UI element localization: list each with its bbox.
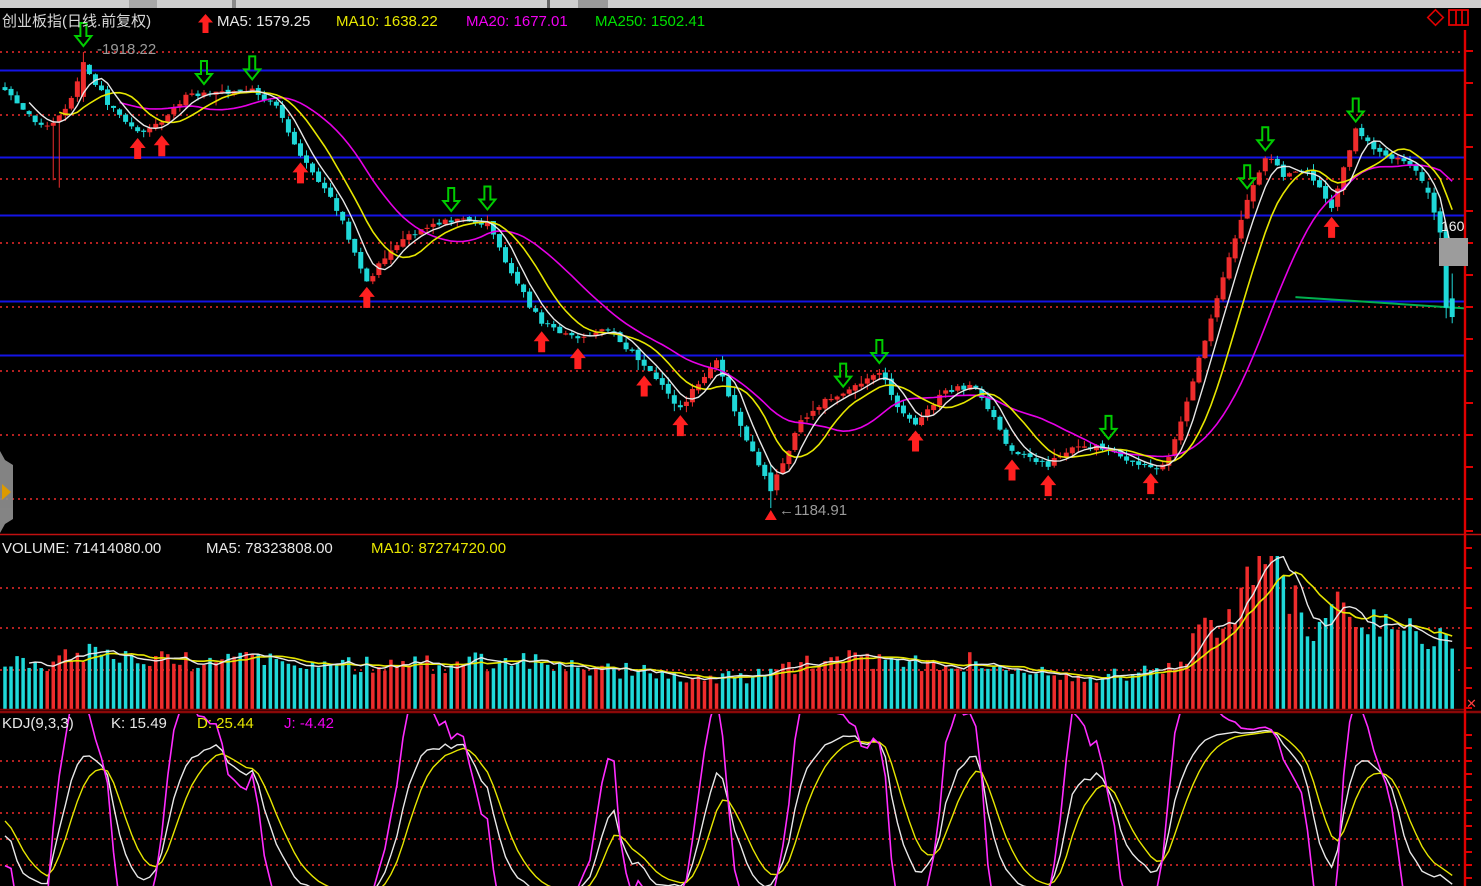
left-panel-expander[interactable]: [0, 451, 13, 533]
ma250-line: [1295, 296, 1465, 310]
toolbar-notch: [547, 0, 550, 8]
period-high-label: -1918.22: [97, 41, 157, 58]
ma10-line: [59, 91, 1453, 463]
kdj-d-value: D: 25.44: [197, 715, 254, 732]
window-split-icon[interactable]: [1447, 8, 1472, 28]
toolbar-strip: [0, 0, 1481, 8]
ma20-legend: MA20: 1677.01: [466, 13, 568, 30]
toolbar-notch: [129, 0, 157, 8]
ma-lines: [28, 77, 1453, 475]
candles-group: [2, 52, 1455, 508]
ma5-line: [28, 77, 1453, 475]
kdj-j-line: [4, 714, 1404, 886]
period-low-label: ←1184.91: [779, 502, 848, 519]
ma5-legend: MA5: 1579.25: [217, 13, 311, 30]
axis-and-borders: [0, 30, 1481, 886]
scrollbar-thumb[interactable]: [1439, 238, 1468, 266]
ma20-line: [119, 96, 1453, 458]
axis-price-label: 160: [1441, 218, 1465, 234]
up-arrow-icon: [198, 14, 213, 33]
page-title: 创业板指(日线.前复权): [2, 13, 152, 30]
ma10-legend: MA10: 1638.22: [336, 13, 438, 30]
toolbar-notch: [232, 0, 236, 8]
toolbar-notch: [578, 0, 608, 8]
panel-close-icon[interactable]: ✕: [1466, 696, 1477, 711]
kdj-j-value: J: -4.42: [284, 715, 335, 732]
volume-ma-lines: [29, 556, 1453, 681]
gridlines: [0, 51, 1465, 866]
volume-ma5-legend: MA5: 78323808.00: [206, 540, 333, 557]
volume-ma10-legend: MA10: 87274720.00: [371, 540, 507, 557]
diamond-icon[interactable]: [1424, 8, 1446, 28]
left-expander-arrow-icon: [2, 484, 11, 500]
volume-value-legend: VOLUME: 71414080.00: [2, 540, 162, 557]
ma250-legend: MA250: 1502.41: [595, 13, 706, 30]
kdj-title: KDJ(9,3,3): [2, 715, 74, 732]
kdj-k-value: K: 15.49: [111, 715, 167, 732]
kdj-lines: [4, 714, 1453, 886]
signal-arrows: [73, 22, 1366, 520]
volume-ma10-line: [59, 571, 1453, 679]
volume-ma5-line: [29, 556, 1453, 681]
